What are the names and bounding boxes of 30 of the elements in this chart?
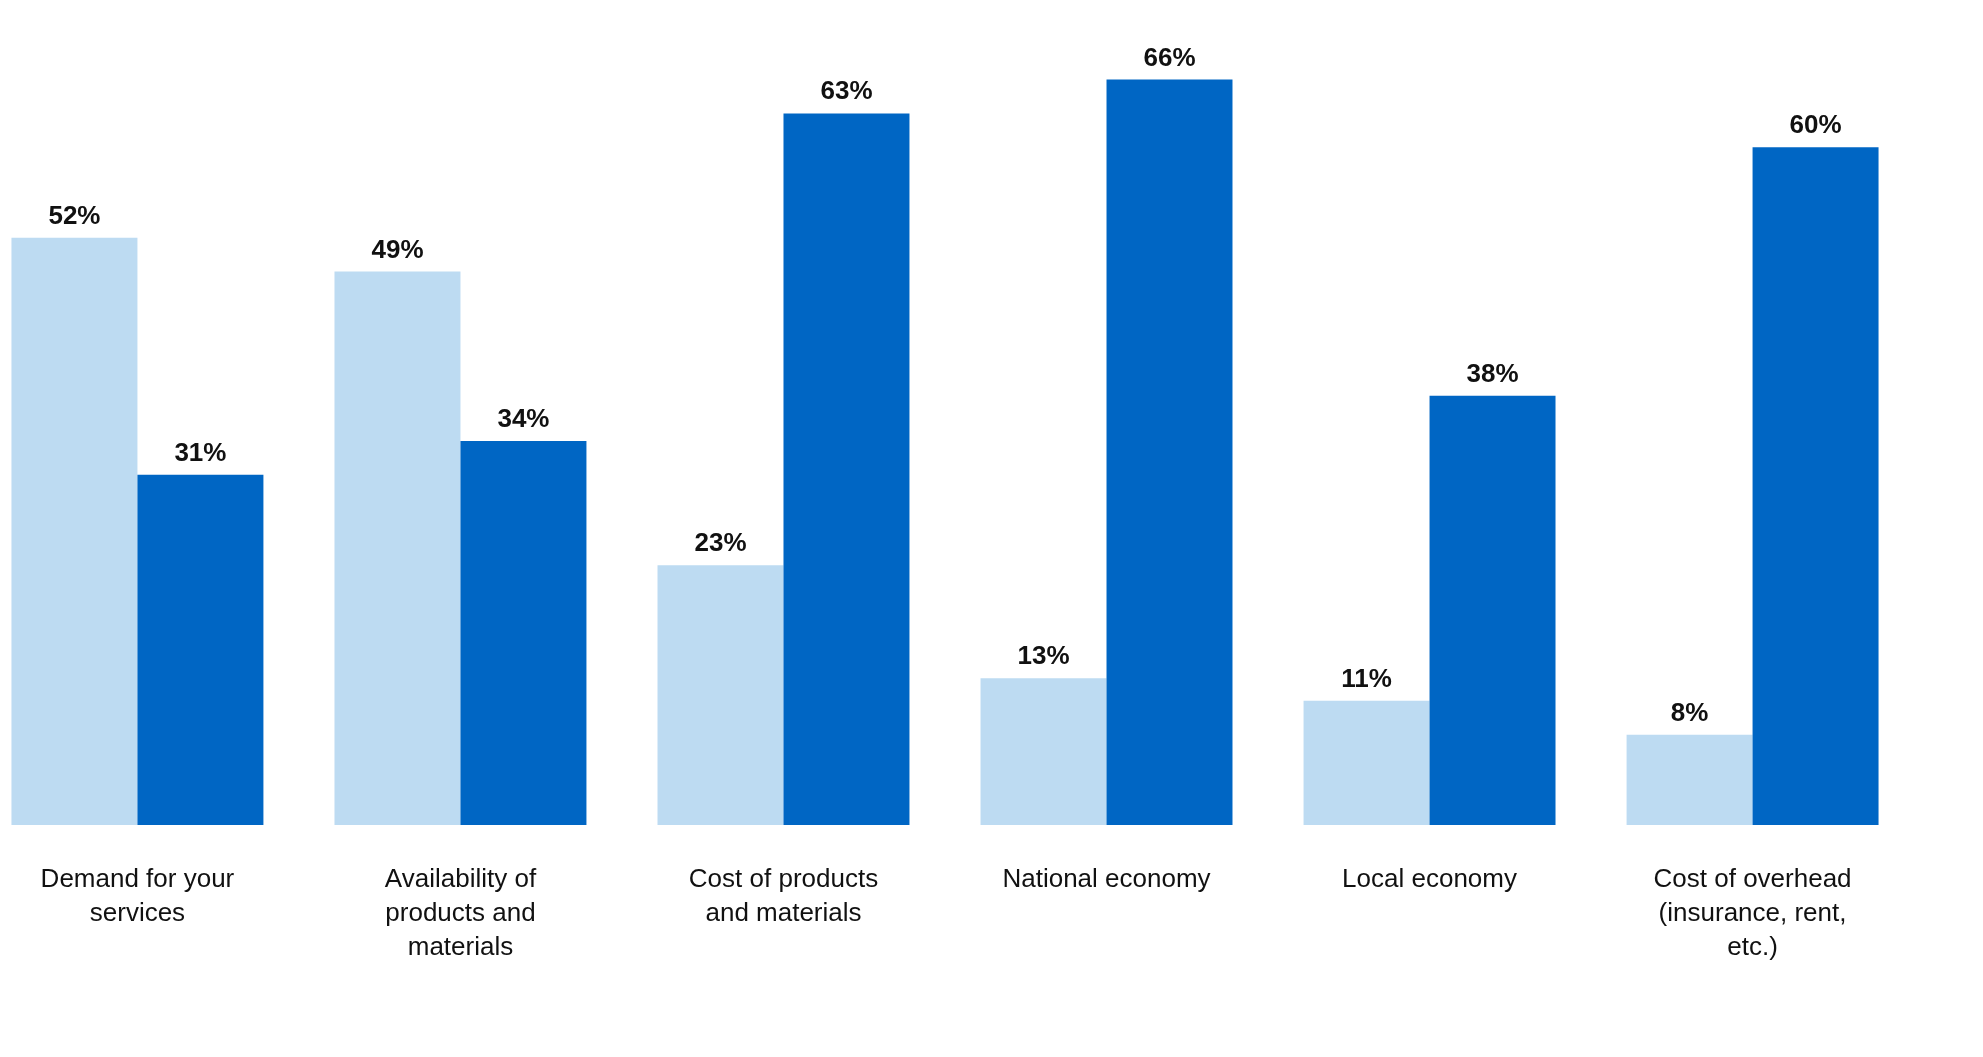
- data-label: 11%: [1341, 662, 1392, 693]
- bar: [1626, 734, 1753, 825]
- data-label: 66%: [1143, 41, 1196, 72]
- data-label: 13%: [1017, 640, 1070, 671]
- data-label: 23%: [694, 527, 747, 558]
- data-label: 31%: [174, 436, 227, 467]
- bar: [980, 678, 1107, 825]
- x-tick-label: Cost of products and materials: [688, 862, 879, 927]
- x-tick-label: National economy: [1002, 862, 1211, 893]
- bar: [1303, 700, 1430, 825]
- bar: [657, 565, 784, 825]
- data-label: 60%: [1789, 109, 1842, 140]
- bar: [783, 113, 910, 825]
- data-label: 63%: [820, 75, 873, 106]
- x-tick-label: Local economy: [1342, 862, 1517, 893]
- x-tick-label: Cost of overhead (insurance, rent, etc.): [1653, 862, 1852, 961]
- x-tick-label: Demand for your services: [40, 862, 235, 927]
- bar: [334, 271, 461, 825]
- bar: [11, 237, 138, 825]
- data-label: 38%: [1466, 357, 1519, 388]
- bar: [1752, 147, 1879, 825]
- bar: [460, 440, 587, 825]
- data-label: 8%: [1670, 696, 1709, 727]
- data-label: 52%: [48, 199, 101, 230]
- bar: [1106, 79, 1233, 825]
- data-label: 49%: [371, 233, 424, 264]
- bar: [137, 474, 264, 825]
- x-tick-label: Availability of products and materials: [384, 862, 537, 961]
- data-label: 34%: [497, 402, 550, 433]
- bar: [1429, 395, 1556, 825]
